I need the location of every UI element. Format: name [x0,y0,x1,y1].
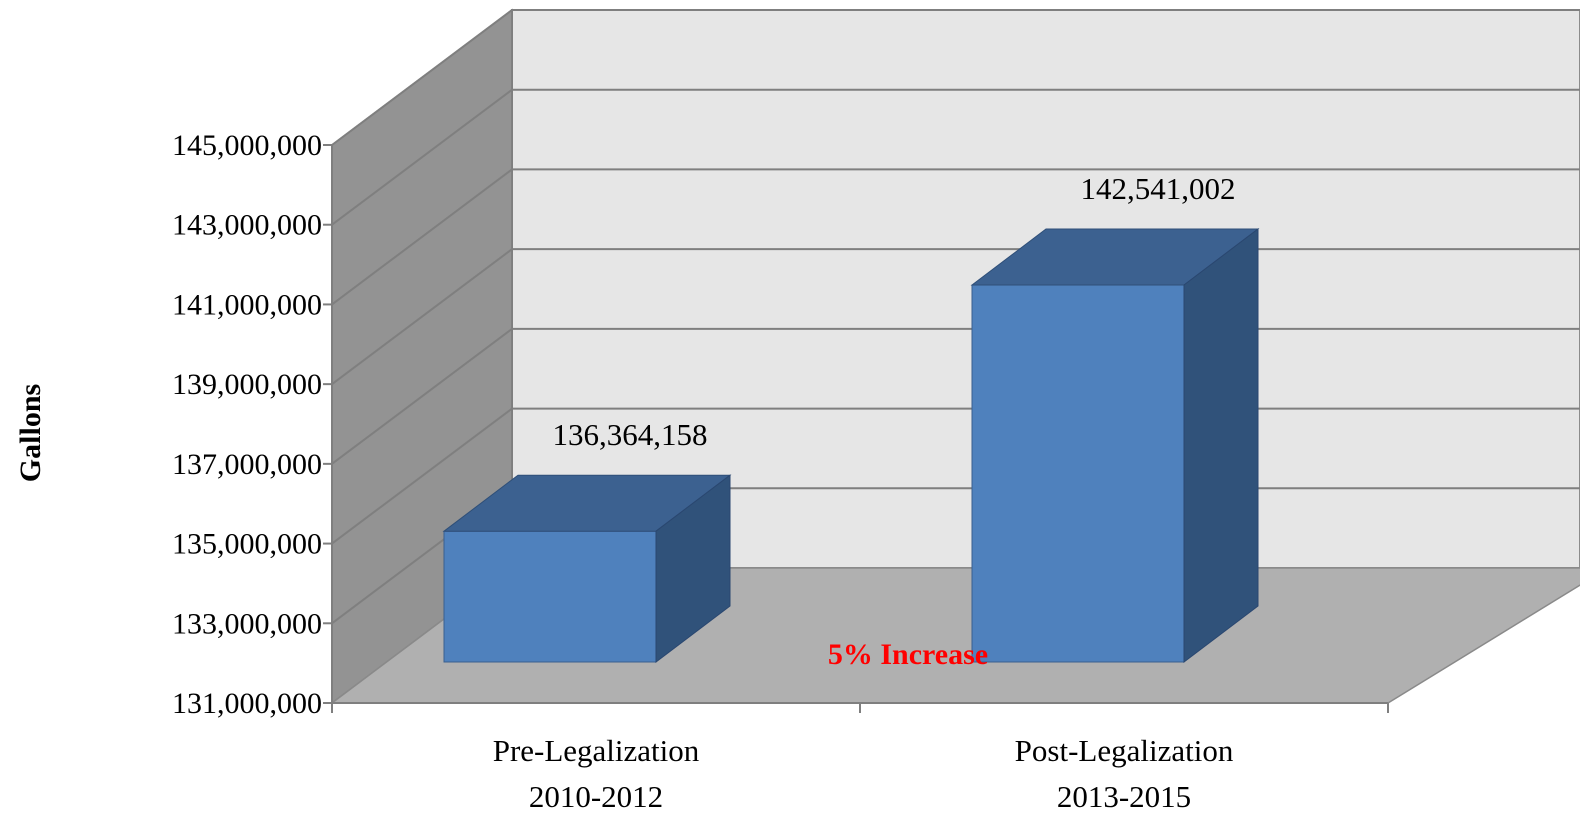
data-label: 136,364,158 [553,417,708,452]
y-tick-label: 135,000,000 [172,528,322,561]
bar-side-face [655,474,731,664]
y-tick-label: 133,000,000 [172,607,322,640]
y-tick-label: 139,000,000 [172,368,322,401]
bar-front-face [971,284,1185,663]
y-axis-title: Gallons [14,384,47,482]
bars [442,228,1260,664]
y-tick-label: 131,000,000 [172,687,322,720]
y-tick-label: 145,000,000 [172,129,322,162]
gridline [331,168,1580,306]
axes: 131,000,000 133,000,000 135,000,000 137,000… [172,129,1389,720]
y-tick-label: 143,000,000 [172,209,322,242]
annotation-increase: 5% Increase [828,638,988,671]
bar-front-face [443,530,657,663]
bar-side-face [1183,228,1259,664]
labels: Gallons 136,364,158 Pre-Legalization 2010-2… [14,171,1236,814]
gridline [331,88,1580,226]
bar [970,228,1260,664]
y-tick-label: 137,000,000 [172,448,322,481]
gridline [331,9,1580,146]
x-tick-label: Post-Legalization 2013-2015 [1015,733,1234,814]
bar [442,474,732,664]
data-label: 142,541,002 [1081,171,1236,206]
x-tick-label: Pre-Legalization 2010-2012 [493,733,700,814]
y-tick-label: 141,000,000 [172,288,322,321]
